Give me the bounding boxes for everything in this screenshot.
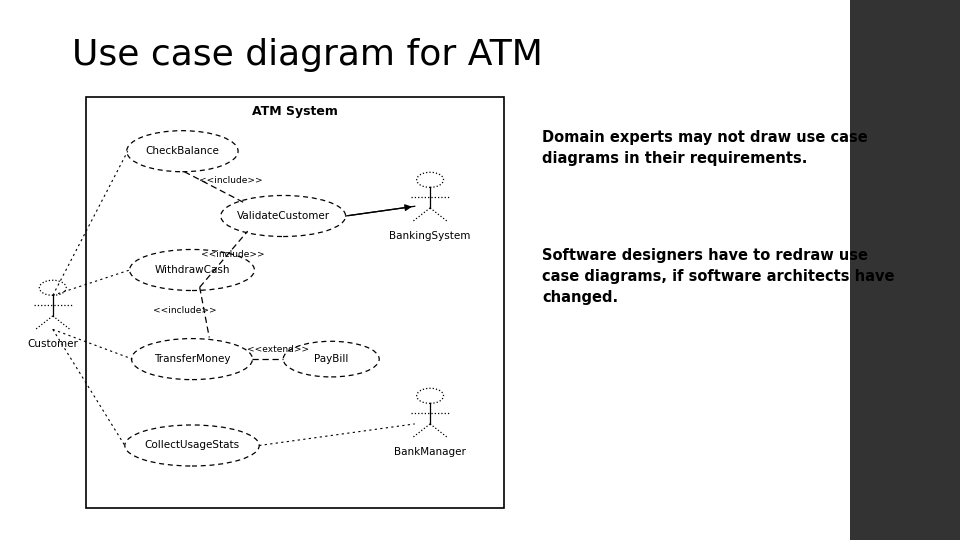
Text: <<extend>>: <<extend>> bbox=[248, 346, 309, 354]
Bar bbox=[850, 0, 960, 540]
Text: PayBill: PayBill bbox=[314, 354, 348, 364]
Text: TransferMoney: TransferMoney bbox=[154, 354, 230, 364]
Text: Software designers have to redraw use
case diagrams, if software architects have: Software designers have to redraw use ca… bbox=[542, 248, 895, 306]
Text: <<include>>: <<include>> bbox=[199, 176, 262, 185]
Text: BankingSystem: BankingSystem bbox=[390, 231, 470, 241]
Text: BankManager: BankManager bbox=[395, 447, 466, 457]
Bar bbox=[86, 97, 504, 508]
Text: CheckBalance: CheckBalance bbox=[146, 146, 219, 156]
Text: ValidateCustomer: ValidateCustomer bbox=[236, 211, 330, 221]
Text: ATM System: ATM System bbox=[252, 105, 338, 118]
Text: <<include>>: <<include>> bbox=[202, 251, 265, 259]
Text: Domain experts may not draw use case
diagrams in their requirements.: Domain experts may not draw use case dia… bbox=[542, 130, 868, 166]
Text: WithdrawCash: WithdrawCash bbox=[155, 265, 229, 275]
Text: Use case diagram for ATM: Use case diagram for ATM bbox=[72, 38, 542, 72]
Text: <<include>>: <<include>> bbox=[154, 306, 217, 315]
Text: Customer: Customer bbox=[28, 339, 78, 349]
Text: CollectUsageStats: CollectUsageStats bbox=[144, 441, 240, 450]
